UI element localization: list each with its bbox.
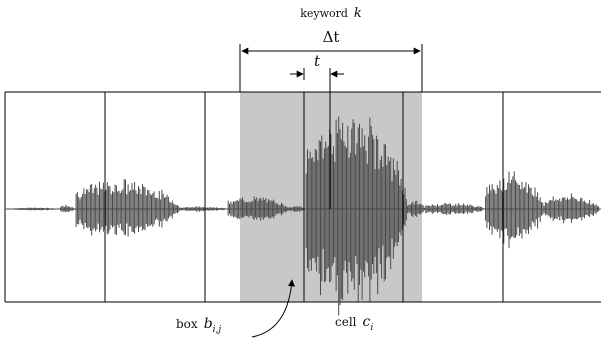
box-pointer-arrow [251, 279, 295, 338]
delta-t-label: Δt [323, 28, 340, 46]
keyword-variable: k [354, 6, 362, 21]
cell-label: cell ci [335, 314, 373, 333]
t-label: t [314, 52, 321, 70]
audio-waveform [5, 116, 601, 316]
cell-subscript: i [370, 323, 373, 333]
box-subscript: i,j [213, 325, 222, 335]
box-variable: b [204, 316, 213, 332]
keyword-word: keyword [300, 7, 348, 20]
cell-grid-lines [104, 92, 504, 302]
box-label: box bi,j [176, 316, 221, 335]
cell-word: cell [335, 315, 357, 329]
keyword-label: keyword k [300, 6, 362, 21]
cell-variable: c [363, 314, 371, 330]
box-word: box [176, 317, 198, 331]
